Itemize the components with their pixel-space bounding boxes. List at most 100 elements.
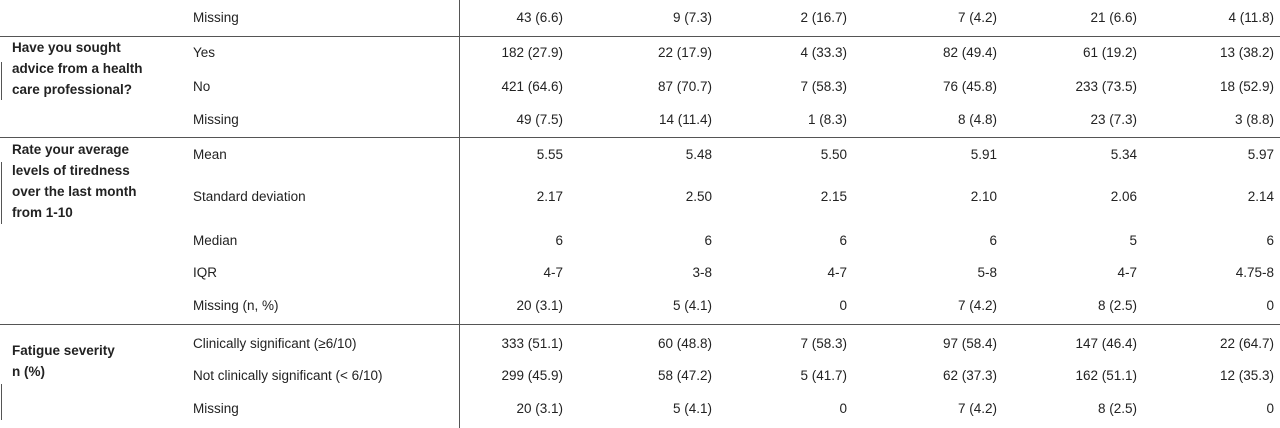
cell: 22 (17.9) <box>657 45 712 60</box>
cell: 7 (58.3) <box>800 336 847 351</box>
cell: 22 (64.7) <box>1219 336 1274 351</box>
section-label: care professional? <box>12 82 133 97</box>
cell: 5.50 <box>820 147 847 162</box>
cell: 3 (8.8) <box>1234 112 1274 127</box>
cell: 12 (35.3) <box>1219 368 1274 383</box>
cell: 82 (49.4) <box>942 45 997 60</box>
section-label: advice from a health <box>12 61 143 76</box>
cell: 58 (47.2) <box>657 368 712 383</box>
cell: 6 <box>704 233 712 248</box>
cell: 8 (2.5) <box>1097 298 1137 313</box>
cell: 14 (11.4) <box>658 112 712 127</box>
row-label: Yes <box>193 45 216 60</box>
row-label: Standard deviation <box>193 189 306 204</box>
row-label: IQR <box>193 265 218 280</box>
section-label: over the last month <box>12 184 137 199</box>
cell: 2.17 <box>536 189 563 204</box>
cell: 5.55 <box>536 147 563 162</box>
margin-mark <box>1 62 2 100</box>
cell: 4-7 <box>1117 265 1137 280</box>
row-label: Missing <box>193 112 239 127</box>
column-divider <box>459 0 460 428</box>
cell: 5.91 <box>970 147 997 162</box>
cell: 1 (8.3) <box>807 112 847 127</box>
cell: 233 (73.5) <box>1075 79 1137 94</box>
row-label: Missing (n, %) <box>193 298 279 313</box>
cell: 182 (27.9) <box>501 45 563 60</box>
cell: 8 (4.8) <box>957 112 997 127</box>
cell: 2.14 <box>1247 189 1274 204</box>
cell: 7 (4.2) <box>957 401 997 416</box>
cell: 21 (6.6) <box>1090 10 1137 25</box>
cell: 4.75-8 <box>1235 265 1274 280</box>
cell: 9 (7.3) <box>672 10 712 25</box>
cell: 76 (45.8) <box>942 79 997 94</box>
cell: 20 (3.1) <box>516 298 563 313</box>
cell: 97 (58.4) <box>942 336 997 351</box>
cell: 0 <box>1266 298 1274 313</box>
row-label: Not clinically significant (< 6/10) <box>193 368 383 383</box>
cell: 61 (19.2) <box>1082 45 1137 60</box>
cell: 43 (6.6) <box>516 10 563 25</box>
cell: 2 (16.7) <box>800 10 847 25</box>
cell: 3-8 <box>692 265 712 280</box>
cell: 4 (11.8) <box>1228 10 1274 25</box>
cell: 5 (4.1) <box>672 298 712 313</box>
cell: 49 (7.5) <box>516 112 563 127</box>
cell: 5.48 <box>685 147 712 162</box>
row-label: Missing <box>193 10 239 25</box>
cell: 6 <box>989 233 997 248</box>
cell: 2.15 <box>820 189 847 204</box>
cell: 2.10 <box>970 189 997 204</box>
cell: 2.50 <box>685 189 712 204</box>
cell: 5 (41.7) <box>800 368 847 383</box>
cell: 4-7 <box>543 265 563 280</box>
row-divider <box>0 137 1280 138</box>
margin-mark <box>1 162 2 224</box>
cell: 2.06 <box>1110 189 1137 204</box>
section-label: n (%) <box>12 364 45 379</box>
cell: 18 (52.9) <box>1219 79 1274 94</box>
margin-mark <box>1 384 2 420</box>
section-label: from 1-10 <box>12 205 73 220</box>
cell: 421 (64.6) <box>501 79 563 94</box>
row-divider <box>0 36 1280 37</box>
section-label: Rate your average <box>12 142 130 157</box>
cell: 5.34 <box>1110 147 1137 162</box>
section-label: Have you sought <box>12 40 121 55</box>
cell: 299 (45.9) <box>501 368 563 383</box>
cell: 20 (3.1) <box>516 401 563 416</box>
cell: 6 <box>555 233 563 248</box>
row-label: Mean <box>193 147 227 162</box>
row-label: Missing <box>193 401 239 416</box>
row-label: Clinically significant (≥6/10) <box>193 336 357 351</box>
cell: 60 (48.8) <box>657 336 712 351</box>
cell: 333 (51.1) <box>501 336 563 351</box>
section-label: Fatigue severity <box>12 343 115 358</box>
cell: 5 (4.1) <box>672 401 712 416</box>
row-label: Median <box>193 233 238 248</box>
cell: 162 (51.1) <box>1075 368 1137 383</box>
section-label: levels of tiredness <box>12 163 130 178</box>
cell: 62 (37.3) <box>942 368 997 383</box>
cell: 7 (4.2) <box>957 298 997 313</box>
cell: 13 (38.2) <box>1219 45 1274 60</box>
cell: 0 <box>839 298 847 313</box>
cell: 7 (4.2) <box>957 10 997 25</box>
cell: 5 <box>1129 233 1137 248</box>
cell: 4 (33.3) <box>800 45 847 60</box>
row-divider <box>0 324 1280 325</box>
cell: 0 <box>839 401 847 416</box>
cell: 6 <box>1266 233 1274 248</box>
cell: 6 <box>839 233 847 248</box>
cell: 5.97 <box>1247 147 1274 162</box>
cell: 23 (7.3) <box>1090 112 1137 127</box>
cell: 5-8 <box>977 265 997 280</box>
cell: 4-7 <box>827 265 847 280</box>
cell: 147 (46.4) <box>1075 336 1137 351</box>
cell: 7 (58.3) <box>800 79 847 94</box>
cell: 8 (2.5) <box>1097 401 1137 416</box>
row-label: No <box>193 79 211 94</box>
cell: 0 <box>1266 401 1274 416</box>
